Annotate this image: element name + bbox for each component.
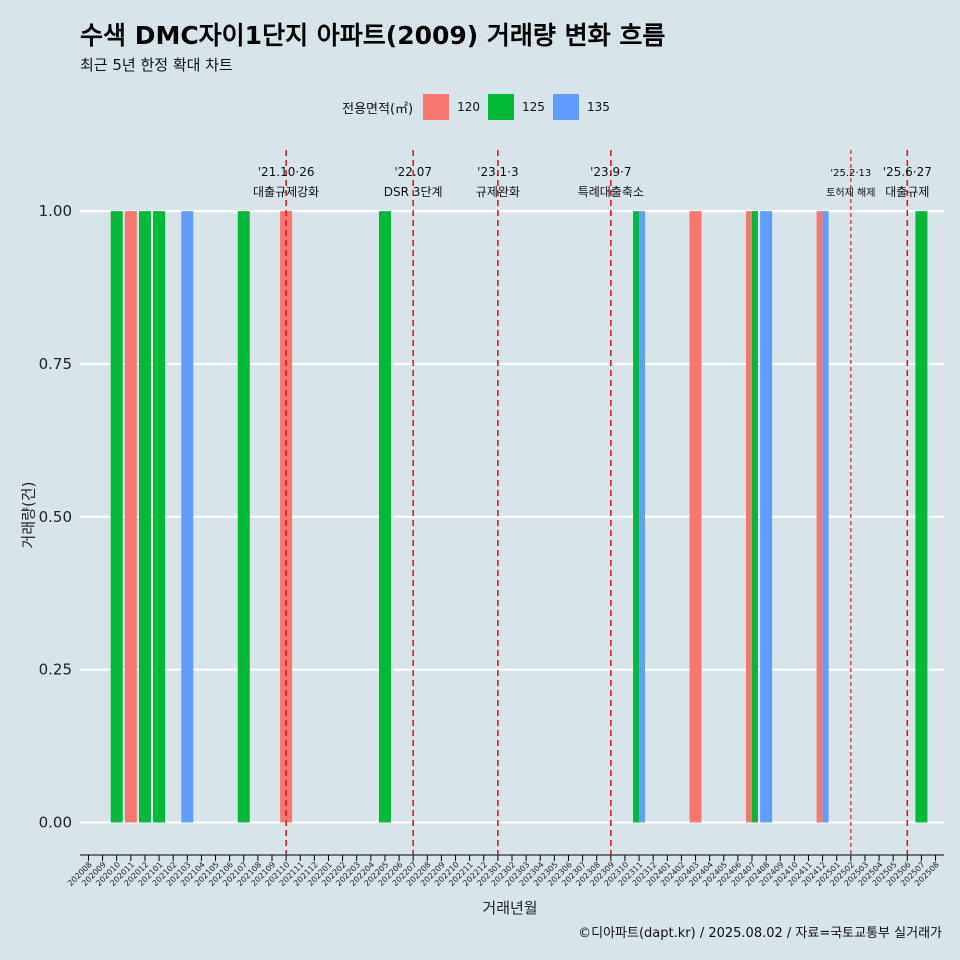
y-tick-label: 0.25 <box>39 661 72 679</box>
event-label: 대출규제 <box>885 185 929 199</box>
event-date: '25.6·27 <box>883 165 932 179</box>
chart-title: 수색 DMC자이1단지 아파트(2009) 거래량 변화 흐름 <box>80 21 666 50</box>
event-date: '22.07 <box>394 165 432 179</box>
bar-120-202011 <box>124 211 137 823</box>
legend-label-120: 120 <box>457 100 481 114</box>
legend-item-125: 125 <box>488 94 549 120</box>
bar-125-202107 <box>237 211 250 823</box>
y-axis-label: 거래량(건) <box>19 481 38 549</box>
bar-120-202407 <box>746 211 752 823</box>
y-tick-label: 0.50 <box>39 508 72 526</box>
legend-item-135: 135 <box>552 94 614 120</box>
bar-135-202311 <box>639 211 646 823</box>
legend-title: 전용면적(㎡) <box>342 101 414 117</box>
bar-125-202205 <box>378 211 391 823</box>
event-label: 토허제 해제 <box>826 186 875 199</box>
legend-swatch-125 <box>488 94 515 120</box>
x-axis-label: 거래년월 <box>482 899 538 917</box>
event-label: 특례대출축소 <box>578 185 644 199</box>
bar-135-202412 <box>822 211 829 823</box>
event-date: '25.2·13 <box>830 168 871 179</box>
event-label: 대출규제강화 <box>253 185 319 199</box>
legend-swatch-120 <box>423 94 450 120</box>
bar-125-202010 <box>110 211 123 823</box>
source-caption: ©디아파트(dapt.kr) / 2025.08.02 / 자료=국토교통부 실… <box>578 926 942 941</box>
bar-120-202403 <box>689 211 702 823</box>
bar-125-202407 <box>752 211 758 823</box>
bar-135-202408 <box>760 211 773 823</box>
bar-135-202103 <box>181 211 194 823</box>
event-date: '23.9·7 <box>590 165 631 179</box>
event-label: 규제완화 <box>476 185 520 199</box>
y-tick-label: 0.00 <box>39 813 72 831</box>
legend-label-125: 125 <box>522 100 545 114</box>
event-label: DSR 3단계 <box>384 185 443 199</box>
y-tick-label: 1.00 <box>39 202 72 220</box>
legend-item-120: 120 <box>423 94 484 120</box>
event-date: '23.1·3 <box>477 165 518 179</box>
bar-120-202412 <box>816 211 823 823</box>
bar-125-202012 <box>138 211 151 823</box>
event-date: '21.10·26 <box>258 165 315 179</box>
bar-125-202101 <box>153 211 166 823</box>
bar-120-202110 <box>280 211 293 823</box>
y-tick-label: 0.75 <box>39 355 72 373</box>
chart-subtitle: 최근 5년 한정 확대 차트 <box>80 56 233 74</box>
bar-125-202507 <box>915 211 928 823</box>
legend-swatch-135 <box>552 94 579 120</box>
legend-label-135: 135 <box>586 100 610 114</box>
legend: 전용면적(㎡) 120 125 135 <box>0 93 960 121</box>
bar-125-202311 <box>633 211 640 823</box>
